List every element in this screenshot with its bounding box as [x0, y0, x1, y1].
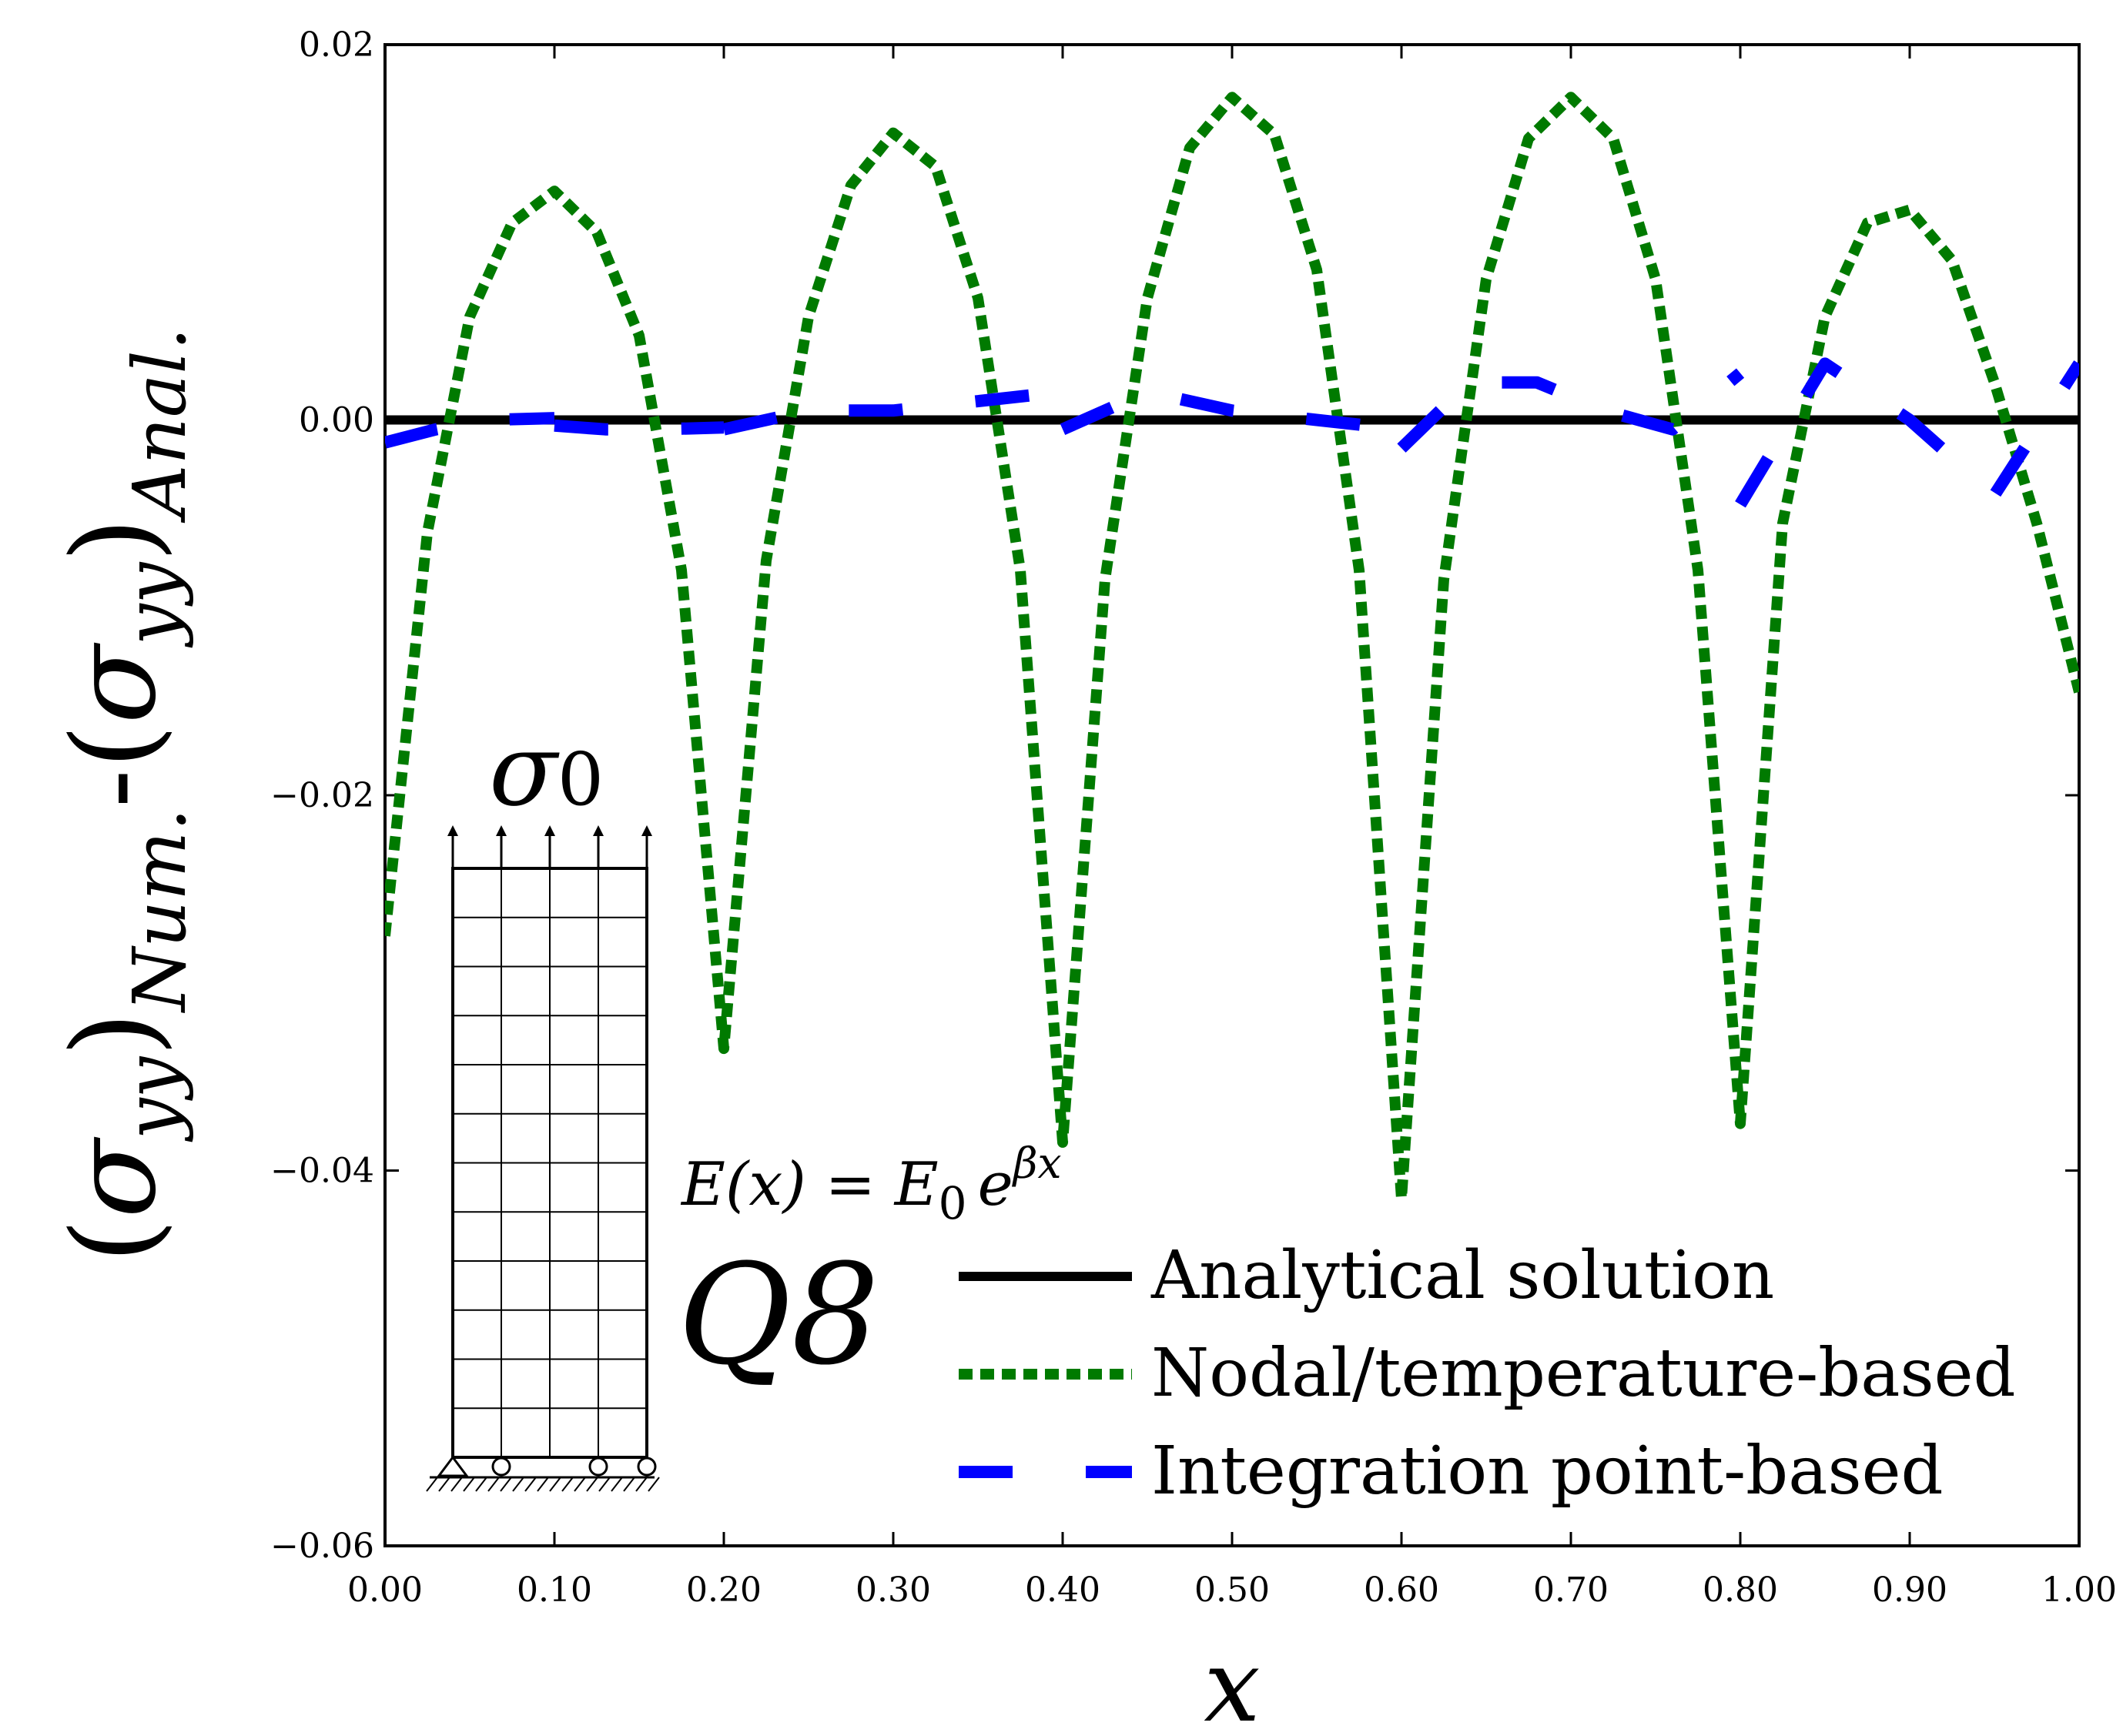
y-title-dash: - [48, 769, 182, 808]
y-tick-label: −0.06 [270, 1527, 374, 1566]
legend-label-integration: Integration point-based [1151, 1433, 1944, 1510]
ground-hatch [537, 1477, 549, 1492]
ground-hatch [500, 1477, 512, 1492]
y-tick-label: −0.02 [270, 776, 374, 815]
element-label: Q8 [678, 1235, 879, 1396]
ground-hatch [463, 1477, 475, 1492]
y-axis-title: (σyy)Num.-(σyy)Anal. [48, 327, 203, 1263]
ground-hatch [438, 1477, 450, 1492]
roller-support-icon [588, 1457, 608, 1477]
y-title-num-sub: Num. [118, 808, 203, 1014]
y-axis-ticks: 0.02 0.00 −0.02 −0.04 −0.06 [270, 25, 2079, 1566]
arrow-head-icon [544, 825, 555, 836]
y-title-sub-yy-2: yy [110, 561, 195, 648]
x-tick-label: 0.60 [1364, 1570, 1439, 1610]
ground-hatch [611, 1477, 623, 1492]
ground-hatch [426, 1477, 438, 1492]
ground-hatch [561, 1477, 574, 1492]
series-line-integration [1397, 368, 1745, 453]
x-tick-label: 0.30 [856, 1570, 931, 1610]
series-line-integration [1735, 357, 2079, 508]
x-tick-label: 0.00 [347, 1570, 423, 1610]
ground-hatch [635, 1477, 648, 1492]
x-tick-label: 0.50 [1194, 1570, 1270, 1610]
y-title-right-paren-2: ) [48, 517, 182, 563]
arrow-head-icon [593, 825, 604, 836]
load-label: σ0 [489, 711, 604, 828]
ground-hatch [598, 1477, 611, 1492]
ground-hatch [524, 1477, 537, 1492]
y-title-sub-yy-1: yy [110, 1055, 195, 1142]
x-axis-title: x [1204, 1627, 1260, 1736]
series-line-integration [1060, 385, 1402, 436]
y-title-sigma-2: σ [48, 642, 182, 724]
plot-frame [383, 43, 2081, 1547]
legend-label-analytical: Analytical solution [1150, 1237, 1774, 1314]
x-tick-label: 0.20 [686, 1570, 762, 1610]
ground-hatch [574, 1477, 586, 1492]
series-line-integration [385, 412, 555, 449]
legend: Analytical solution Nodal/temperature-ba… [959, 1237, 2016, 1510]
ground-hatch [450, 1477, 463, 1492]
x-tick-label: 0.80 [1703, 1570, 1778, 1610]
roller-support-icon [491, 1457, 511, 1477]
legend-label-nodal: Nodal/temperature-based [1151, 1335, 2016, 1412]
series-line-integration [722, 385, 1063, 436]
ground-hatch [487, 1477, 500, 1492]
y-tick-label: 0.02 [299, 25, 374, 65]
formula-annotation: E(x) = E0 eβx [680, 1139, 1062, 1229]
y-title-sigma-1: σ [48, 1136, 182, 1218]
ground-hatch [512, 1477, 524, 1492]
series-line-integration [554, 419, 725, 436]
ground-hatch [648, 1477, 660, 1492]
y-tick-label: 0.00 [299, 401, 374, 440]
ground-hatch [475, 1477, 487, 1492]
y-title-anal-sub: Anal. [118, 327, 203, 523]
arrow-head-icon [641, 825, 652, 836]
y-title-right-paren-1: ) [48, 1012, 182, 1057]
svg-text:(σyy)Num.-(σyy)Anal.: (σyy)Num.-(σyy)Anal. [48, 327, 203, 1263]
ground-hatch [586, 1477, 598, 1492]
ground-hatch [549, 1477, 561, 1492]
x-tick-label: 0.90 [1872, 1570, 1947, 1610]
series-line-nodal [385, 92, 2079, 1205]
y-title-left-paren-2: ( [48, 724, 182, 769]
y-tick-label: −0.04 [270, 1152, 374, 1191]
pin-support-icon [437, 1455, 469, 1477]
arrow-head-icon [447, 825, 458, 836]
x-axis-ticks: 0.00 0.10 0.20 0.30 0.40 0.50 0.60 0.70 0.80 0.90… [347, 45, 2117, 1610]
arrow-head-icon [496, 825, 507, 836]
x-tick-label: 0.70 [1533, 1570, 1609, 1610]
x-tick-label: 0.40 [1025, 1570, 1100, 1610]
x-tick-label: 1.00 [2041, 1570, 2117, 1610]
y-title-left-paren: ( [48, 1218, 182, 1263]
ground-hatch [623, 1477, 635, 1492]
roller-support-icon [637, 1457, 657, 1477]
series-layer [385, 92, 2079, 1205]
mesh-diagram [426, 825, 660, 1492]
x-tick-label: 0.10 [517, 1570, 592, 1610]
